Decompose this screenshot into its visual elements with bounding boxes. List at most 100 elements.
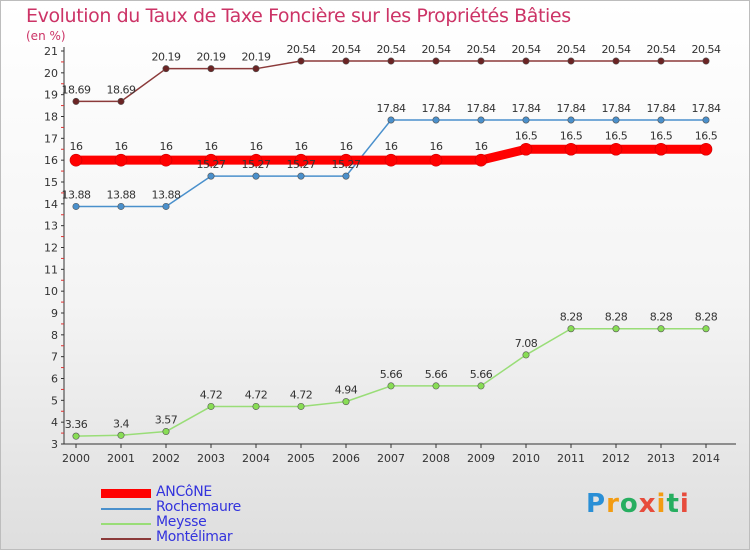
data-point bbox=[564, 142, 578, 156]
data-label: 20.54 bbox=[512, 43, 541, 56]
data-point bbox=[159, 153, 173, 167]
data-label: 16 bbox=[70, 140, 83, 153]
data-label: 18.69 bbox=[62, 83, 91, 96]
data-label: 3.57 bbox=[155, 414, 178, 427]
data-label: 5.66 bbox=[380, 368, 403, 381]
data-label: 16 bbox=[205, 140, 218, 153]
data-point bbox=[612, 116, 620, 124]
data-point bbox=[477, 116, 485, 124]
data-label: 17.84 bbox=[692, 102, 721, 115]
data-point bbox=[387, 382, 395, 390]
data-point bbox=[477, 57, 485, 65]
data-label: 5.66 bbox=[470, 368, 493, 381]
x-tick-label: 2014 bbox=[692, 452, 720, 465]
data-label: 18.69 bbox=[107, 83, 136, 96]
data-point bbox=[117, 97, 125, 105]
y-tick-label: 3 bbox=[51, 438, 58, 451]
y-tick-label: 9 bbox=[51, 307, 58, 320]
data-label: 16.5 bbox=[560, 129, 583, 142]
data-point bbox=[699, 142, 713, 156]
x-tick-label: 2004 bbox=[242, 452, 270, 465]
data-label: 20.54 bbox=[287, 43, 316, 56]
x-tick-label: 2006 bbox=[332, 452, 360, 465]
data-label: 16.5 bbox=[695, 129, 718, 142]
x-tick-label: 2007 bbox=[377, 452, 405, 465]
legend-item: ANCôNE bbox=[101, 484, 341, 501]
data-label: 16 bbox=[475, 140, 488, 153]
x-tick-label: 2013 bbox=[647, 452, 675, 465]
data-label: 16 bbox=[295, 140, 308, 153]
data-label: 4.72 bbox=[290, 388, 313, 401]
legend-item: Montélimar bbox=[101, 529, 341, 546]
data-label: 17.84 bbox=[602, 102, 631, 115]
data-point bbox=[702, 325, 710, 333]
data-label: 8.28 bbox=[560, 311, 583, 324]
x-tick-label: 2005 bbox=[287, 452, 315, 465]
data-point bbox=[702, 116, 710, 124]
y-tick-label: 6 bbox=[51, 373, 58, 386]
data-label: 15.27 bbox=[242, 158, 271, 171]
data-point bbox=[207, 65, 215, 73]
data-label: 3.36 bbox=[65, 418, 88, 431]
x-tick-label: 2011 bbox=[557, 452, 585, 465]
x-tick-label: 2010 bbox=[512, 452, 540, 465]
data-label: 16.5 bbox=[515, 129, 538, 142]
y-tick-label: 17 bbox=[44, 132, 58, 145]
legend-label: ANCôNE bbox=[156, 484, 212, 500]
data-label: 15.27 bbox=[287, 158, 316, 171]
chart-subtitle: (en %) bbox=[26, 29, 66, 43]
data-point bbox=[657, 116, 665, 124]
legend-label: Rochemaure bbox=[156, 499, 241, 515]
legend-item: Meysse bbox=[101, 514, 341, 531]
data-point bbox=[522, 57, 530, 65]
data-label: 8.28 bbox=[650, 311, 673, 324]
y-tick-label: 8 bbox=[51, 329, 58, 342]
data-point bbox=[342, 57, 350, 65]
data-point bbox=[519, 142, 533, 156]
data-label: 3.4 bbox=[113, 417, 129, 430]
data-label: 16 bbox=[340, 140, 353, 153]
data-point bbox=[72, 97, 80, 105]
x-tick-label: 2001 bbox=[107, 452, 135, 465]
data-label: 20.54 bbox=[557, 43, 586, 56]
data-label: 16 bbox=[115, 140, 128, 153]
data-label: 20.54 bbox=[692, 43, 721, 56]
data-point bbox=[657, 57, 665, 65]
legend-item: Rochemaure bbox=[101, 499, 341, 516]
series-line-3 bbox=[75, 60, 707, 103]
data-point bbox=[69, 153, 83, 167]
data-label: 20.19 bbox=[197, 51, 226, 64]
y-tick-label: 14 bbox=[44, 198, 58, 211]
data-label: 17.84 bbox=[647, 102, 676, 115]
data-label: 16 bbox=[385, 140, 398, 153]
data-label: 16 bbox=[430, 140, 443, 153]
data-label: 15.27 bbox=[197, 158, 226, 171]
data-point bbox=[162, 428, 170, 436]
data-point bbox=[522, 116, 530, 124]
data-point bbox=[477, 382, 485, 390]
x-tick-label: 2008 bbox=[422, 452, 450, 465]
data-point bbox=[609, 142, 623, 156]
data-label: 16.5 bbox=[605, 129, 628, 142]
legend-swatch bbox=[101, 508, 151, 510]
data-label: 17.84 bbox=[422, 102, 451, 115]
data-point bbox=[252, 402, 260, 410]
data-point bbox=[567, 325, 575, 333]
data-point bbox=[117, 202, 125, 210]
data-label: 20.54 bbox=[647, 43, 676, 56]
data-label: 4.72 bbox=[245, 388, 268, 401]
y-tick-label: 11 bbox=[44, 263, 58, 276]
data-label: 20.54 bbox=[332, 43, 361, 56]
data-label: 15.27 bbox=[332, 158, 361, 171]
data-label: 20.54 bbox=[602, 43, 631, 56]
data-point bbox=[72, 432, 80, 440]
y-tick-label: 18 bbox=[44, 111, 58, 124]
data-label: 17.84 bbox=[557, 102, 586, 115]
data-point bbox=[387, 57, 395, 65]
y-tick-label: 16 bbox=[44, 154, 58, 167]
proxiti-logo: Proxiti bbox=[586, 489, 690, 519]
data-point bbox=[474, 153, 488, 167]
data-label: 7.08 bbox=[515, 337, 538, 350]
data-label: 4.94 bbox=[335, 384, 358, 397]
